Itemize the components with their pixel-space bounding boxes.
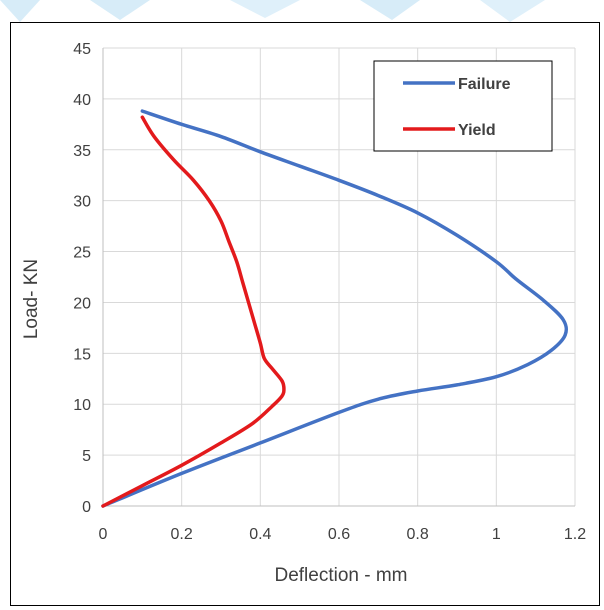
x-tick-label: 0.2: [171, 526, 193, 543]
y-tick-label: 35: [73, 143, 91, 160]
x-axis-label: Deflection - mm: [274, 565, 407, 586]
y-tick-label: 45: [73, 41, 91, 58]
y-tick-label: 5: [82, 448, 91, 465]
chart-svg: 0 5 10 15 20 25 30 35 40 45 0 0.2 0.4 0.6 0.8 1 1.2 Defl…: [21, 41, 586, 586]
y-tick-label: 25: [73, 245, 91, 262]
legend: Failure Yield: [373, 60, 553, 152]
series-line-failure: [101, 109, 569, 508]
series-line-yield: [101, 115, 286, 508]
y-tick-label: 0: [82, 499, 91, 516]
grid: [103, 47, 576, 506]
background-watermark: [0, 0, 545, 22]
axes: [102, 48, 575, 507]
x-tick-label: 0.8: [407, 526, 429, 543]
x-tick-label: 1.2: [564, 526, 586, 543]
y-tick-label: 15: [73, 346, 91, 363]
y-axis-label: Load- KN: [21, 259, 42, 339]
legend-box: [373, 60, 553, 152]
legend-label-failure: Failure: [458, 76, 511, 93]
legend-label-yield: Yield: [458, 122, 496, 139]
x-tick-label: 0.4: [249, 526, 271, 543]
chart-area: 0 5 10 15 20 25 30 35 40 45 0 0.2 0.4 0.6 0.8 1 1.2 Defl…: [10, 22, 600, 606]
x-tick-label: 0.6: [328, 526, 350, 543]
x-tick-label: 1: [492, 526, 501, 543]
x-tick-label: 0: [99, 526, 108, 543]
y-tick-label: 40: [73, 92, 91, 109]
tick-labels: 0 5 10 15 20 25 30 35 40 45 0 0.2 0.4 0.6 0.8 1 1.2: [73, 41, 586, 543]
y-tick-label: 10: [73, 397, 91, 414]
y-tick-label: 20: [73, 295, 91, 312]
y-tick-label: 30: [73, 194, 91, 211]
series-lines: [101, 109, 569, 508]
